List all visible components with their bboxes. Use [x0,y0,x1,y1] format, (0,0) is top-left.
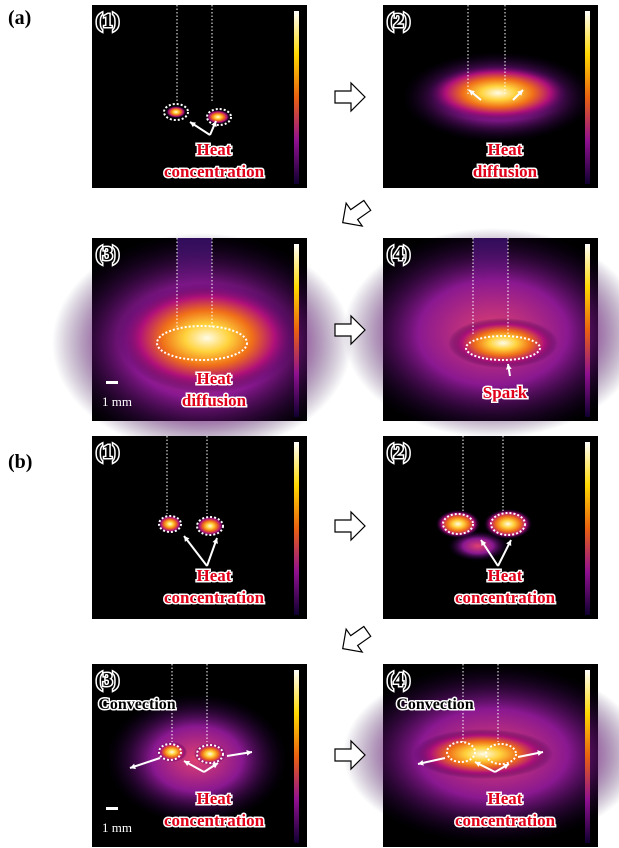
color-bar [294,11,299,184]
color-bar [294,442,299,615]
heat-blob [448,531,508,561]
caption: concentration [455,588,556,607]
thermal-image: (1) Heat concentration [92,436,307,619]
color-bar [294,670,299,843]
panel-number: (3) [96,669,119,691]
thermal-image: (3) Heat diffusion 1 mm [52,233,352,453]
image-background [92,5,307,188]
thermal-image: (4) Spark [343,228,619,438]
panel-number: (2) [387,10,410,32]
color-bar [294,244,299,417]
panel-number: (3) [96,243,119,265]
figure: (a) (b) (1) Heat concentration (2) Heat diffusi… [0,0,619,848]
process-arrow [335,194,376,234]
scale-label: 1 mm [102,394,132,409]
process-arrow-diagonal [335,620,376,660]
panel-number: (2) [387,441,410,463]
thermal-image: (1) Heat concentration [92,5,307,188]
caption: concentration [164,811,265,830]
heat-blob [166,106,186,118]
caption: diffusion [182,391,247,410]
color-bar [585,244,590,417]
caption: Heat [197,789,232,808]
panel-number: (4) [387,669,410,691]
panel-label: (b) [8,451,32,473]
caption: Heat [197,369,232,388]
scale-bar [106,381,118,384]
scale-label: 1 mm [102,820,132,835]
color-bar [585,442,590,615]
caption: Heat [197,140,232,159]
panel-number: (1) [96,10,119,32]
caption: Spark [483,383,528,402]
caption: concentration [455,811,556,830]
panel-label: (a) [8,7,31,29]
process-arrow-diagonal [335,194,376,234]
caption: diffusion [473,162,538,181]
panel-number: (4) [387,243,410,265]
caption: Heat [488,566,523,585]
caption: concentration [164,162,265,181]
process-arrow [335,620,376,660]
caption: Heat [197,566,232,585]
thermal-image: (2) Heat diffusion [383,5,598,188]
thermal-image: (4) Heat concentration Convection [343,664,619,847]
note: Convection [396,696,473,713]
caption: concentration [164,588,265,607]
process-arrow [335,83,365,111]
caption: Heat [488,789,523,808]
heat-blob [194,743,226,765]
scale-bar [106,807,118,810]
caption: Heat [488,140,523,159]
color-bar [585,670,590,843]
panel-number: (1) [96,441,119,463]
process-arrow [335,512,365,540]
color-bar [585,11,590,184]
thermal-image: (3) Heat concentration 1 mm Convection [92,664,307,847]
note: Convection [98,696,175,713]
heat-blob [428,65,568,121]
thermal-image: (2) Heat concentration [383,436,598,619]
